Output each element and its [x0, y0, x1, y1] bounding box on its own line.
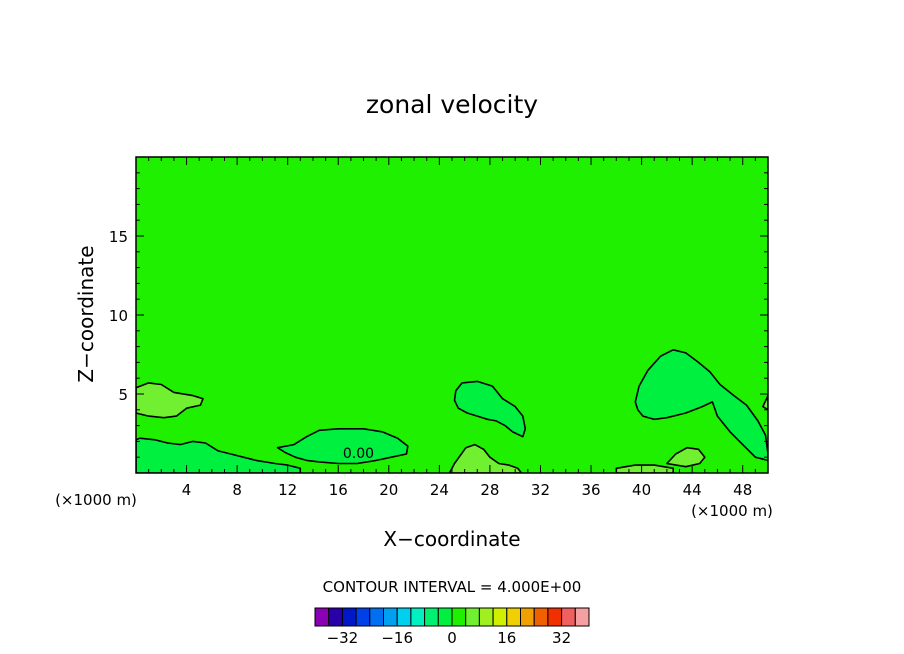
colorbar-swatch: [341, 607, 357, 627]
x-tick-label: 36: [581, 481, 600, 499]
contour-region-positive-6: [666, 446, 706, 468]
colorbar-swatch: [520, 607, 535, 627]
contour-region-negative-0: [136, 437, 302, 473]
x-unit-left: (×1000 m): [55, 491, 137, 509]
colorbar-swatch: [451, 607, 467, 627]
y-tick-label: 5: [118, 386, 128, 404]
colorbar-swatch: [396, 607, 412, 627]
colorbar-swatch: [424, 607, 439, 627]
colorbar-swatch: [314, 607, 330, 627]
colorbar-tick-label: 0: [447, 629, 457, 647]
colorbar-tick-label: 32: [552, 629, 571, 647]
colorbar-swatch: [355, 607, 371, 627]
contour-region-negative-1: [276, 427, 409, 465]
y-axis-label: Z−coordinate: [74, 245, 98, 382]
y-tick-label: 10: [109, 307, 128, 325]
colorbar-swatch: [369, 607, 384, 627]
colorbar-swatch: [410, 607, 426, 627]
contour-region-negative-2: [453, 380, 527, 438]
contour-region-negative-3: [634, 348, 768, 462]
colorbar-swatch: [506, 607, 521, 627]
colorbar-swatch: [465, 607, 480, 627]
x-tick-label: 8: [232, 481, 242, 499]
x-tick-label: 12: [278, 481, 297, 499]
x-axis-label: X−coordinate: [383, 527, 520, 551]
x-tick-label: 44: [683, 481, 702, 499]
colorbar-swatch: [533, 607, 549, 627]
colorbar-swatch: [383, 607, 398, 627]
colorbar-swatch: [478, 607, 494, 627]
contour-regions: [136, 348, 768, 473]
colorbar-swatch: [328, 607, 343, 627]
x-tick-label: 40: [632, 481, 651, 499]
chart-title: zonal velocity: [366, 90, 538, 119]
colorbar: −32 −16 0 16 32: [314, 607, 590, 647]
contour-label-zero: 0.00: [343, 446, 374, 462]
contour-interval-text: CONTOUR INTERVAL = 4.000E+00: [323, 578, 582, 596]
x-tick-label: 24: [430, 481, 449, 499]
x-tick-label: 4: [182, 481, 192, 499]
field-background: [136, 157, 768, 473]
colorbar-swatch: [437, 607, 453, 627]
contour-region-positive-4: [136, 382, 204, 419]
contour-region-positive-8: [615, 464, 675, 473]
colorbar-swatch: [574, 607, 590, 627]
colorbar-swatch: [492, 607, 508, 627]
x-tick-label: 32: [531, 481, 550, 499]
contour-region-positive-7: [762, 394, 768, 411]
colorbar-tick-label: −16: [381, 629, 413, 647]
colorbar-tick-label: −32: [327, 629, 359, 647]
colorbar-tick-label: 16: [497, 629, 516, 647]
colorbar-swatch: [547, 607, 563, 627]
y-tick-label: 15: [109, 228, 128, 246]
colorbar-swatch: [561, 607, 576, 627]
x-tick-label: 48: [733, 481, 752, 499]
x-unit-right: (×1000 m): [691, 502, 773, 520]
contour-region-positive-5: [448, 443, 523, 473]
x-tick-label: 20: [379, 481, 398, 499]
x-tick-label: 16: [329, 481, 348, 499]
x-tick-label: 28: [480, 481, 499, 499]
